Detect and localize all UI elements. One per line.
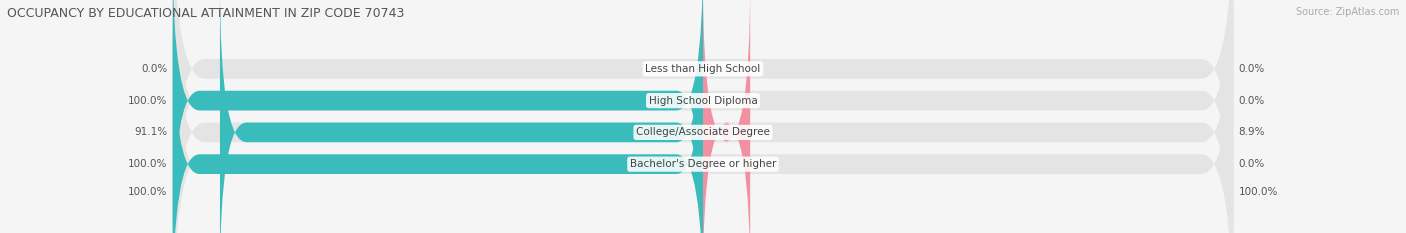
Text: Less than High School: Less than High School — [645, 64, 761, 74]
Text: 100.0%: 100.0% — [128, 187, 167, 197]
FancyBboxPatch shape — [173, 0, 703, 233]
Text: 100.0%: 100.0% — [128, 159, 167, 169]
FancyBboxPatch shape — [173, 15, 703, 233]
Text: 0.0%: 0.0% — [1239, 64, 1265, 74]
Text: 8.9%: 8.9% — [1239, 127, 1265, 137]
FancyBboxPatch shape — [173, 0, 1233, 233]
Text: 0.0%: 0.0% — [1239, 96, 1265, 106]
Text: OCCUPANCY BY EDUCATIONAL ATTAINMENT IN ZIP CODE 70743: OCCUPANCY BY EDUCATIONAL ATTAINMENT IN Z… — [7, 7, 405, 20]
FancyBboxPatch shape — [219, 0, 703, 233]
Text: Bachelor's Degree or higher: Bachelor's Degree or higher — [630, 159, 776, 169]
FancyBboxPatch shape — [173, 0, 1233, 233]
Text: 91.1%: 91.1% — [135, 127, 167, 137]
Text: 100.0%: 100.0% — [128, 96, 167, 106]
Text: 100.0%: 100.0% — [1239, 187, 1278, 197]
FancyBboxPatch shape — [703, 0, 751, 233]
Text: 0.0%: 0.0% — [141, 64, 167, 74]
Text: Source: ZipAtlas.com: Source: ZipAtlas.com — [1295, 7, 1399, 17]
FancyBboxPatch shape — [173, 0, 1233, 233]
Text: High School Diploma: High School Diploma — [648, 96, 758, 106]
FancyBboxPatch shape — [173, 0, 1233, 233]
Text: College/Associate Degree: College/Associate Degree — [636, 127, 770, 137]
Text: 0.0%: 0.0% — [1239, 159, 1265, 169]
